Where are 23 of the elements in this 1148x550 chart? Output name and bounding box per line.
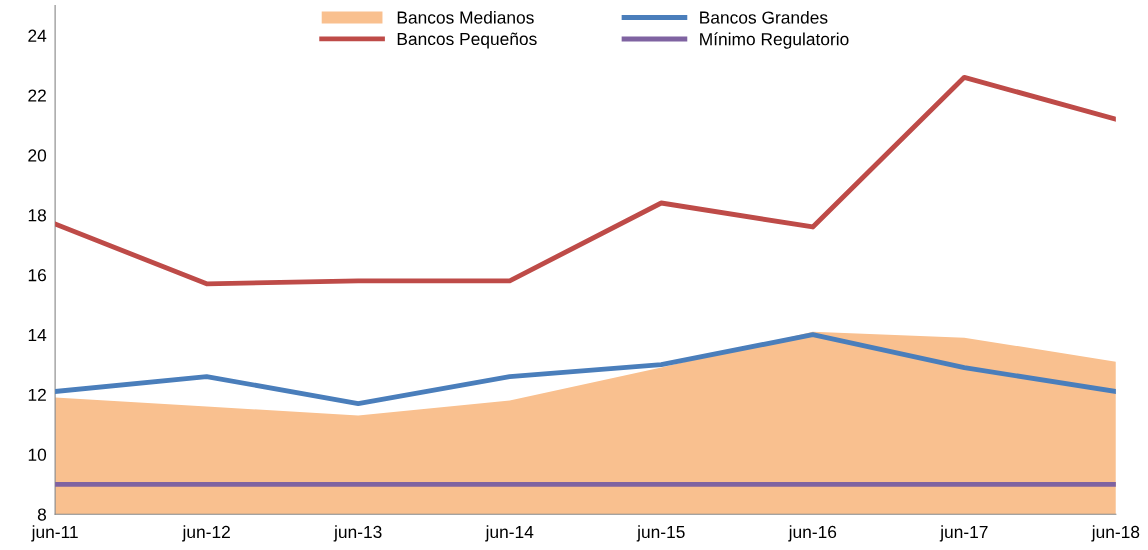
y-tick-label: 22: [28, 89, 46, 102]
x-tick-label: jun-11: [31, 525, 78, 542]
y-tick-label: 20: [28, 149, 47, 162]
x-tick-label: jun-17: [939, 525, 988, 542]
legend-label: Bancos Medianos: [397, 10, 534, 24]
x-tick-label: jun-14: [485, 525, 534, 542]
y-tick-label: 8: [37, 508, 47, 521]
line-series: [55, 74, 1116, 287]
legend-label: Bancos Grandes: [700, 10, 828, 24]
line-series: [55, 332, 1116, 406]
x-tick-label: jun-15: [636, 525, 685, 542]
y-tick-label: 14: [28, 329, 47, 341]
x-tick-label: jun-13: [333, 525, 382, 542]
legend-label: Mínimo Regulatorio: [700, 32, 849, 49]
y-tick-label: 10: [28, 448, 47, 461]
y-tick-label: 12: [28, 388, 46, 401]
legend-label: Bancos Pequeños: [397, 32, 537, 49]
y-tick-label: 24: [28, 29, 47, 42]
y-tick-label: 16: [28, 269, 47, 282]
y-tick-label: 18: [28, 209, 47, 222]
x-tick-label: jun-16: [788, 525, 837, 542]
x-tick-label: jun-18: [1091, 525, 1140, 542]
x-tick-label: jun-12: [182, 525, 230, 542]
